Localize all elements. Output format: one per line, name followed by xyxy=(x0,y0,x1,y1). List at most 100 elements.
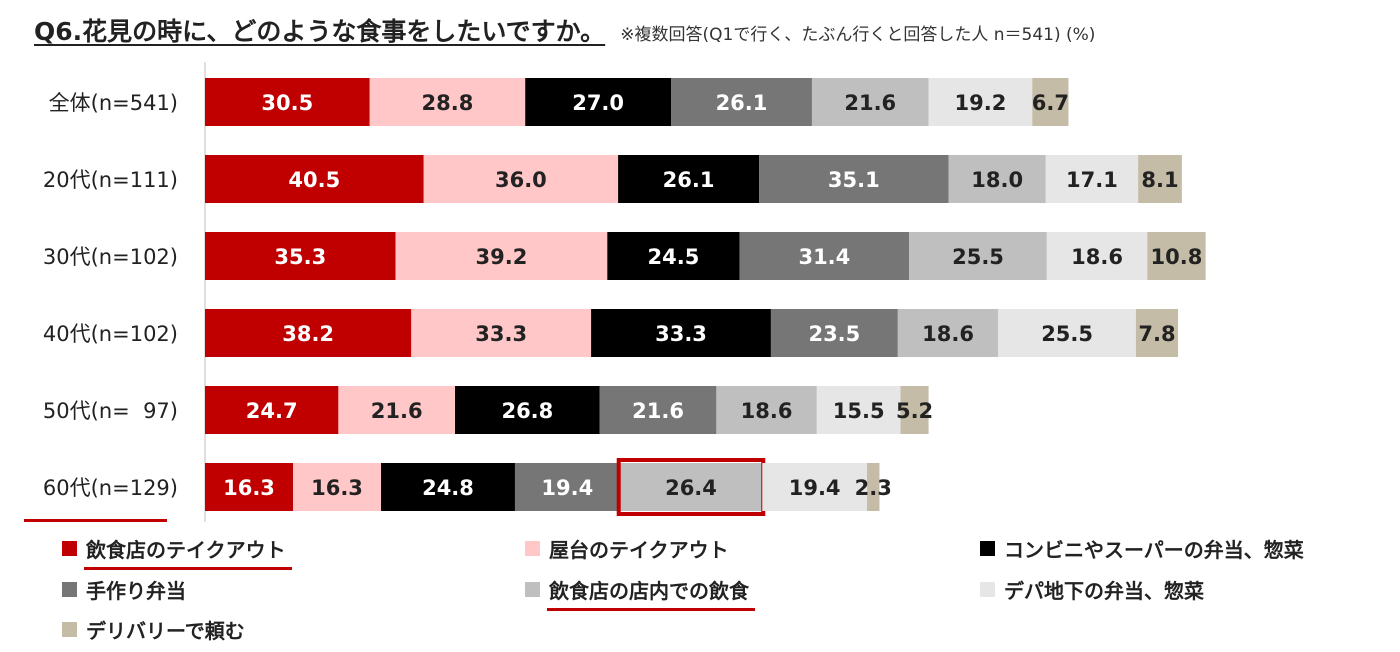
bar-segment xyxy=(811,78,929,126)
bar-segment xyxy=(671,78,812,126)
bar-segment xyxy=(395,232,608,280)
bar-segment xyxy=(716,386,817,434)
data-label: 21.6 xyxy=(632,399,684,423)
data-label: 28.8 xyxy=(422,91,474,115)
bar-segment xyxy=(607,232,740,280)
bar-segment xyxy=(897,309,999,357)
category-label: 全体(n=541) xyxy=(49,91,178,115)
bar-segment xyxy=(411,309,592,357)
bar-segment xyxy=(909,232,1047,280)
bar-segment xyxy=(293,463,382,511)
legend-label: コンビニやスーパーの弁当、惣菜 xyxy=(1004,538,1304,562)
bar-segment xyxy=(1046,232,1148,280)
bar-segment xyxy=(591,309,771,357)
bar-segment xyxy=(338,386,456,434)
bar-segment xyxy=(948,155,1046,203)
data-label: 18.0 xyxy=(971,168,1023,192)
bar-segment xyxy=(205,386,339,434)
data-label: 25.5 xyxy=(1041,322,1093,346)
bar-segment xyxy=(205,232,396,280)
category-label: 40代(n=102) xyxy=(43,322,178,346)
data-label: 21.6 xyxy=(844,91,896,115)
chart-subtitle: ※複数回答(Q1で行く、たぶん行くと回答した人 n＝541) (%) xyxy=(620,25,1096,45)
data-label: 31.4 xyxy=(798,245,850,269)
data-label: 40.5 xyxy=(288,168,340,192)
data-label: 30.5 xyxy=(261,91,313,115)
legend-label: 手作り弁当 xyxy=(86,579,186,603)
bar-segment xyxy=(455,386,600,434)
legend-label: 屋台のテイクアウト xyxy=(549,538,729,562)
legend-item: デリバリーで頼む xyxy=(62,615,245,644)
bar-segment xyxy=(1032,78,1069,126)
bar-segment xyxy=(759,155,949,203)
data-label: 18.6 xyxy=(741,399,793,423)
legend-label: デリバリーで頼む xyxy=(86,619,245,643)
data-label: 19.4 xyxy=(789,476,841,500)
data-label: 27.0 xyxy=(572,91,624,115)
bar-segment xyxy=(618,155,760,203)
chart-title: Q6.花見の時に、どのような食事をしたいですか。 xyxy=(34,17,606,46)
data-label: 23.5 xyxy=(808,322,860,346)
bar-segment xyxy=(1147,232,1206,280)
data-label: 15.5 xyxy=(833,399,885,423)
bar-segment xyxy=(1138,155,1182,203)
data-label: 36.0 xyxy=(495,168,547,192)
data-label: 39.2 xyxy=(476,245,528,269)
bar-segment xyxy=(381,463,515,511)
legend-item: 手作り弁当 xyxy=(62,575,186,604)
data-label: 26.4 xyxy=(665,476,717,500)
legend-label: 飲食店のテイクアウト xyxy=(86,538,286,562)
data-label: 7.8 xyxy=(1138,322,1175,346)
bar-segment xyxy=(770,309,898,357)
data-label: 6.7 xyxy=(1032,91,1069,115)
data-label: 26.1 xyxy=(663,168,715,192)
chart-header: Q6.花見の時に、どのような食事をしたいですか。 ※複数回答(Q1で行く、たぶん… xyxy=(34,12,1095,48)
legend-swatch xyxy=(62,582,77,597)
bar-segment xyxy=(525,78,672,126)
bar-segment xyxy=(369,78,526,126)
data-label: 24.8 xyxy=(422,476,474,500)
legend-underline xyxy=(547,608,755,611)
stacked-bar-chart: 全体(n=541) 30.5 28.8 27.0 26.1 21.6 19.2 6.7 20代(… xyxy=(43,62,1206,522)
bar-segment xyxy=(423,155,619,203)
category-label: 50代(n= 97) xyxy=(43,399,178,423)
data-label: 10.8 xyxy=(1151,245,1203,269)
legend-swatch xyxy=(980,541,995,556)
data-label: 24.5 xyxy=(648,245,700,269)
legend-item: デパ地下の弁当、惣菜 xyxy=(980,575,1204,604)
bar-segment xyxy=(1045,155,1139,203)
bar-segment xyxy=(900,386,929,434)
data-label: 5.2 xyxy=(896,399,933,423)
category-label: 20代(n=111) xyxy=(43,168,178,192)
legend-swatch xyxy=(525,541,540,556)
data-label: 38.2 xyxy=(282,322,334,346)
legend-item: 屋台のテイクアウト xyxy=(525,534,729,563)
data-label: 25.5 xyxy=(952,245,1004,269)
bar-segment xyxy=(928,78,1033,126)
data-label: 35.1 xyxy=(828,168,880,192)
bar-segment xyxy=(762,463,868,511)
category-label: 30代(n=102) xyxy=(43,245,178,269)
bar-segment xyxy=(816,386,901,434)
bar-segment xyxy=(619,463,763,511)
data-label: 26.1 xyxy=(716,91,768,115)
bar-segment xyxy=(867,463,880,511)
legend-label: 飲食店の店内での飲食 xyxy=(549,579,749,603)
data-label: 26.8 xyxy=(501,399,553,423)
legend-item: コンビニやスーパーの弁当、惣菜 xyxy=(980,534,1304,563)
bar-segment xyxy=(998,309,1136,357)
data-label: 33.3 xyxy=(475,322,527,346)
data-label: 18.6 xyxy=(1071,245,1123,269)
legend-label: デパ地下の弁当、惣菜 xyxy=(1004,579,1204,603)
category-label: 60代(n=129) xyxy=(43,476,178,500)
data-label: 19.4 xyxy=(541,476,593,500)
data-label: 17.1 xyxy=(1066,168,1118,192)
bar-segment xyxy=(205,463,294,511)
bar-segment xyxy=(205,78,370,126)
data-label: 19.2 xyxy=(955,91,1007,115)
bar-segment xyxy=(599,386,717,434)
data-label: 18.6 xyxy=(922,322,974,346)
bar-segment xyxy=(1135,309,1179,357)
legend-underline xyxy=(84,567,292,570)
legend-swatch xyxy=(525,582,540,597)
